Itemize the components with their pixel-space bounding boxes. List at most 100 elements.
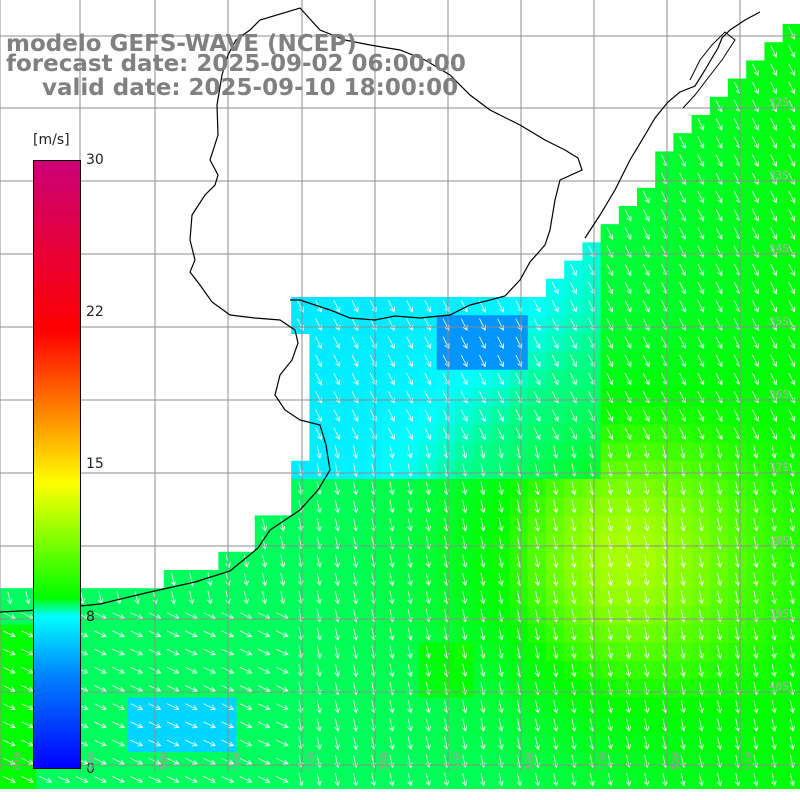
- wind-arrow: [570, 372, 577, 386]
- wind-arrow: [498, 645, 504, 660]
- wind-arrow: [771, 572, 777, 587]
- wind-arrow: [39, 776, 53, 783]
- wind-arrow: [715, 409, 723, 422]
- wind-arrow: [533, 427, 541, 441]
- wind-arrow: [571, 718, 577, 732]
- wind-arrow: [425, 572, 431, 587]
- wind-arrow: [771, 554, 777, 569]
- wind-arrow: [134, 590, 140, 605]
- wind-arrow: [571, 518, 577, 532]
- legend-tick-8: 8: [86, 609, 95, 625]
- wind-speed-cell: [782, 642, 800, 662]
- wind-arrow: [625, 445, 632, 459]
- wind-arrow: [625, 518, 632, 532]
- wind-arrow: [407, 481, 413, 496]
- wind-speed-cell: [782, 169, 800, 189]
- wind-arrow: [352, 736, 359, 751]
- wind-arrow: [715, 354, 723, 368]
- wind-arrow: [679, 154, 686, 168]
- wind-arrow: [697, 209, 705, 222]
- wind-arrow: [185, 703, 198, 710]
- wind-arrow: [406, 300, 413, 313]
- wind-arrow: [697, 300, 705, 313]
- wind-arrow: [679, 136, 686, 149]
- longitude-label: 53W: [598, 751, 609, 770]
- wind-arrow: [789, 481, 795, 496]
- wind-arrow: [407, 572, 413, 587]
- latitude-label: 36S: [769, 388, 789, 401]
- wind-arrow: [461, 700, 468, 714]
- wind-arrow: [534, 645, 541, 660]
- wind-arrow: [425, 663, 431, 678]
- wind-arrow: [203, 721, 216, 729]
- wind-arrow: [166, 685, 180, 692]
- coastline-east: [584, 11, 761, 239]
- wind-arrow: [680, 700, 686, 714]
- wind-arrow: [752, 227, 759, 240]
- wind-arrow: [643, 718, 650, 732]
- wind-arrow: [461, 554, 468, 569]
- wind-arrow: [461, 518, 468, 532]
- wind-arrow: [788, 209, 796, 222]
- wind-arrow: [351, 409, 359, 422]
- wind-arrow: [407, 554, 413, 569]
- wind-arrow: [170, 572, 177, 587]
- wind-speed-cell: [782, 479, 800, 498]
- wind-arrow: [643, 772, 650, 787]
- wind-arrow: [698, 772, 704, 787]
- wind-arrow: [334, 718, 340, 732]
- wind-speed-cell: [782, 497, 800, 516]
- wind-arrow: [460, 354, 468, 368]
- wind-arrow: [770, 427, 777, 441]
- wind-arrow: [625, 499, 632, 514]
- wind-arrow: [770, 45, 777, 58]
- wind-arrow: [753, 663, 759, 678]
- wind-arrow: [697, 118, 705, 131]
- wind-arrow: [498, 572, 504, 587]
- wind-arrow: [112, 685, 125, 692]
- wind-arrow: [752, 354, 759, 368]
- wind-arrow: [316, 590, 322, 605]
- wind-arrow: [185, 666, 198, 674]
- wind-speed-cell: [782, 424, 800, 444]
- wind-arrow: [94, 757, 107, 765]
- wind-arrow: [680, 718, 686, 732]
- latitude-label: 33S: [769, 169, 789, 182]
- wind-arrow: [642, 427, 650, 441]
- wind-arrow: [625, 663, 632, 678]
- wind-arrow: [753, 572, 759, 587]
- wind-arrow: [315, 372, 322, 386]
- wind-arrow: [788, 45, 796, 58]
- wind-arrow: [533, 300, 541, 313]
- wind-arrow: [715, 281, 723, 295]
- wind-arrow: [716, 481, 723, 496]
- wind-arrow: [534, 700, 541, 714]
- wind-arrow: [461, 499, 468, 514]
- wind-arrow: [679, 227, 686, 240]
- wind-arrow: [752, 336, 759, 350]
- wind-arrow: [734, 700, 741, 714]
- wind-arrow: [130, 721, 144, 729]
- wind-arrow: [276, 703, 289, 710]
- wind-arrow: [551, 427, 559, 441]
- wind-arrow: [460, 427, 468, 441]
- wind-arrow: [679, 409, 686, 422]
- latitude-label: 40S: [769, 680, 789, 693]
- wind-arrow: [75, 776, 89, 783]
- wind-arrow: [498, 627, 504, 641]
- wind-arrow: [352, 663, 359, 678]
- wind-arrow: [552, 645, 559, 660]
- wind-arrow: [461, 772, 468, 787]
- wind-arrow: [425, 518, 431, 532]
- wind-arrow: [789, 645, 795, 660]
- wind-arrow: [607, 554, 613, 569]
- wind-arrow: [480, 645, 486, 660]
- wind-arrow: [607, 718, 613, 732]
- valid-date: valid date: 2025-09-10 18:00:00: [42, 75, 459, 101]
- wind-arrow: [261, 572, 268, 587]
- wind-arrow: [389, 736, 395, 751]
- wind-speed-cell: [782, 551, 800, 571]
- wind-arrow: [461, 627, 468, 641]
- wind-speed-cell: [782, 515, 800, 535]
- wind-arrow: [752, 118, 759, 131]
